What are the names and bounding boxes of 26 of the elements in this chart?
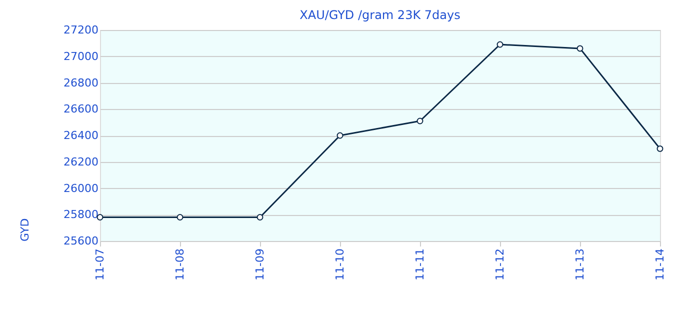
chart-title: XAU/GYD /gram 23K 7days: [300, 8, 460, 22]
y-tick-label: 26000: [64, 182, 98, 195]
y-tick-label: 26800: [64, 76, 98, 90]
point: [176, 214, 184, 220]
x-tick-label: 11-11: [414, 248, 426, 280]
x-tick-label: 11-10: [334, 248, 346, 280]
x-tick-label: 11-14: [654, 248, 666, 280]
y-tick-label: 25600: [64, 234, 98, 248]
x-tick-label: 11-08: [174, 248, 186, 280]
y-axis-title: GYD: [18, 218, 32, 242]
x-tick-label: 11-09: [254, 248, 266, 280]
point: [416, 118, 424, 124]
y-tick-label: 27200: [64, 24, 98, 36]
point: [256, 214, 264, 220]
point: [336, 132, 344, 139]
point: [576, 45, 584, 52]
point: [656, 145, 664, 152]
y-tick-label: 26400: [64, 129, 98, 142]
y-tick-label: 25800: [64, 208, 98, 222]
y-tick-label: 26200: [64, 155, 98, 168]
y-tick-label: 26600: [64, 102, 98, 116]
x-tick-label: 11-07: [94, 248, 106, 280]
point: [496, 41, 504, 48]
x-tick-label: 11-13: [574, 248, 586, 280]
x-tick-label: 11-12: [494, 248, 506, 280]
y-tick-label: 27000: [64, 50, 98, 63]
